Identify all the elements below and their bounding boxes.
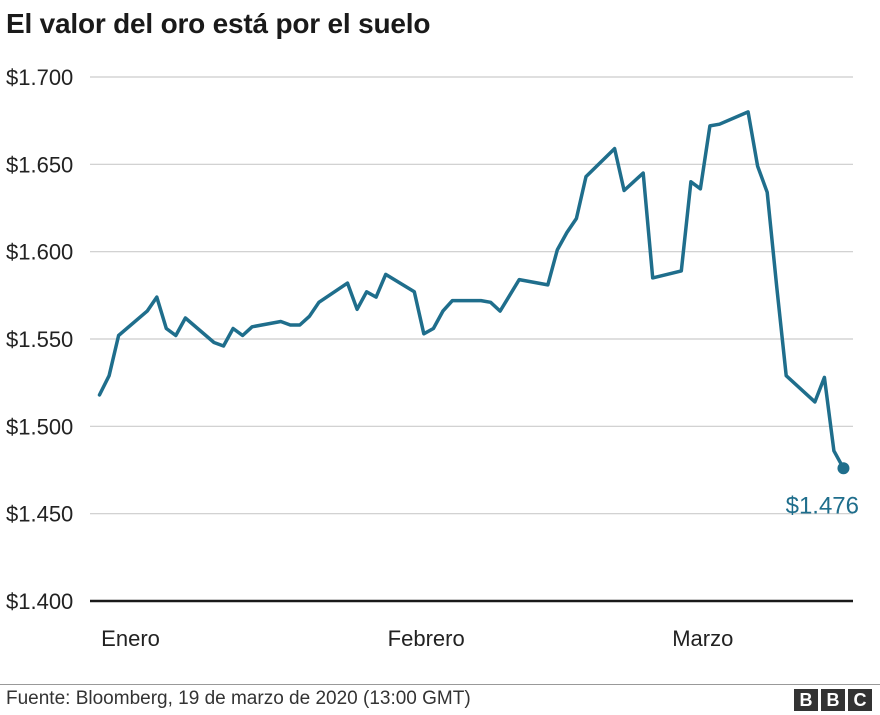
y-tick-label: $1.650	[6, 152, 73, 177]
gold-price-line	[97, 110, 846, 471]
source-note: Fuente: Bloomberg, 19 de marzo de 2020 (…	[6, 688, 471, 709]
y-tick-label: $1.450	[6, 502, 73, 527]
end-point-marker	[837, 462, 850, 475]
end-value-label: $1.476	[786, 492, 859, 519]
line-chart: $1.400 $1.450 $1.500 $1.550 $1.600 $1.650 $1.7…	[6, 65, 859, 651]
y-tick-label: $1.700	[6, 65, 73, 90]
chart-title: El valor del oro está por el suelo	[6, 8, 431, 39]
y-tick-label: $1.400	[6, 589, 73, 614]
bbc-logo: B B C	[794, 689, 872, 711]
x-axis-tick-labels: Enero Febrero Marzo	[101, 626, 733, 651]
y-axis-tick-labels: $1.400 $1.450 $1.500 $1.550 $1.600 $1.650 $1.7…	[6, 65, 73, 614]
logo-letter: B	[821, 689, 845, 711]
y-tick-label: $1.550	[6, 327, 73, 352]
y-tick-label: $1.500	[6, 414, 73, 439]
logo-letter: B	[794, 689, 818, 711]
x-tick-label: Febrero	[388, 626, 465, 651]
logo-letter: C	[848, 689, 872, 711]
x-tick-label: Enero	[101, 626, 160, 651]
x-tick-label: Marzo	[672, 626, 733, 651]
y-tick-label: $1.600	[6, 240, 73, 265]
gridlines	[90, 76, 853, 603]
footer-divider	[0, 684, 880, 685]
